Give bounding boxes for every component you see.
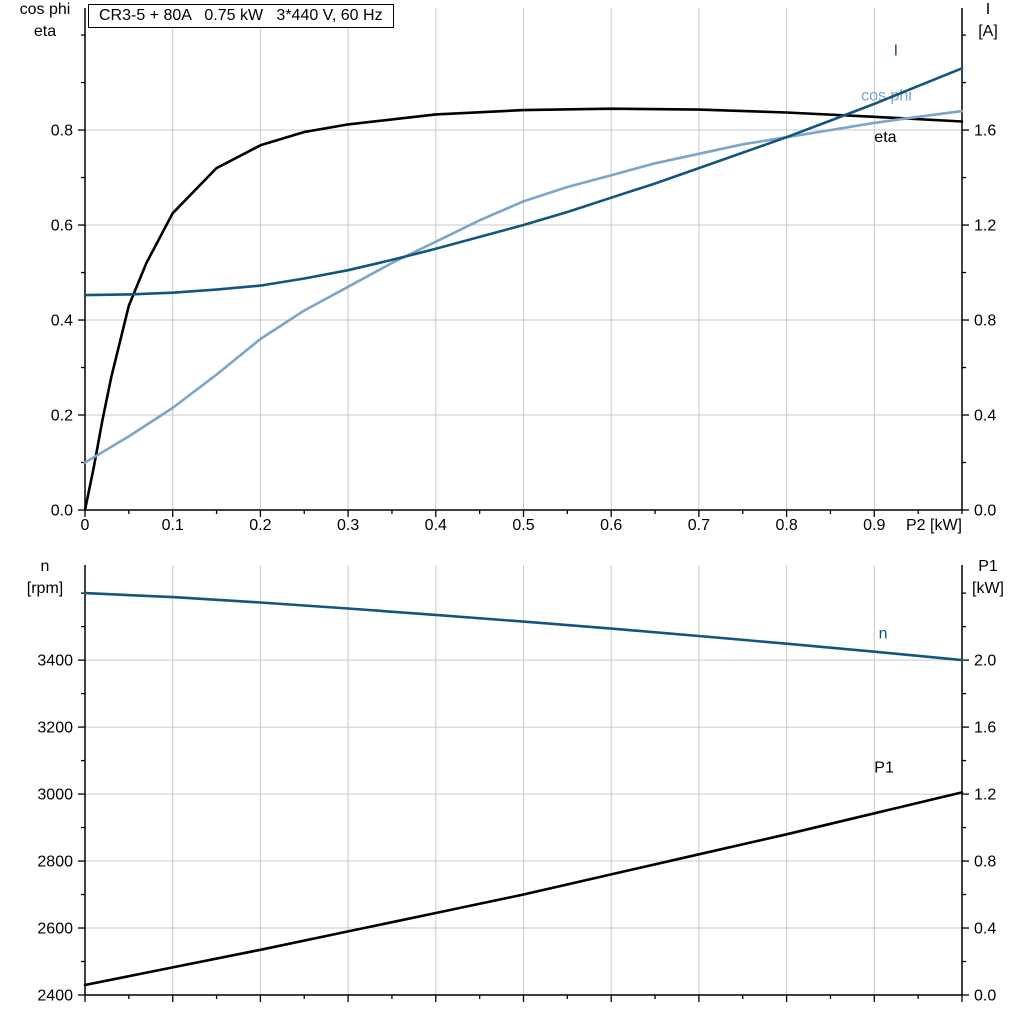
x-tick-label: 0.4 (425, 517, 447, 534)
y-tick-label: 3000 (37, 787, 73, 804)
axis-title: [kW] (972, 580, 1004, 597)
curve-label-P1: P1 (874, 759, 894, 776)
axis-title: cos phi (20, 1, 71, 18)
y-tick-label: 1.6 (974, 123, 996, 140)
y-tick-label: 0.0 (51, 503, 73, 520)
curve-label-eta: eta (874, 129, 896, 146)
curve-eta (83, 107, 964, 512)
axis-title: P1 (978, 558, 998, 575)
curve-P1 (83, 791, 964, 987)
y-tick-label: 0.8 (974, 854, 996, 871)
y-tick-label: 0.4 (974, 921, 996, 938)
x-axis-title: P2 [kW] (906, 517, 962, 534)
curve-label-I: I (894, 42, 898, 59)
y-tick-label: 0.4 (51, 313, 73, 330)
curve-label-n: n (879, 625, 888, 642)
axis-title: n (41, 558, 50, 575)
y-tick-label: 0.0 (974, 988, 996, 1005)
y-tick-label: 1.2 (974, 218, 996, 235)
axis-title: eta (34, 23, 56, 40)
y-tick-label: 0.8 (974, 313, 996, 330)
axis-title: [A] (978, 23, 998, 40)
y-tick-label: 0.6 (51, 218, 73, 235)
curve-label-cos-phi: cos phi (861, 88, 912, 105)
chart-title: CR3-5 + 80A 0.75 kW 3*440 V, 60 Hz (88, 4, 394, 28)
curve-I (83, 67, 964, 297)
x-tick-label: 0 (81, 517, 90, 534)
y-tick-label: 0.8 (51, 123, 73, 140)
x-tick-label: 0.6 (600, 517, 622, 534)
x-tick-label: 0.8 (775, 517, 797, 534)
x-tick-label: 0.7 (688, 517, 710, 534)
y-tick-label: 2.0 (974, 653, 996, 670)
y-tick-label: 1.6 (974, 720, 996, 737)
y-tick-label: 0.0 (974, 503, 996, 520)
y-tick-label: 2800 (37, 854, 73, 871)
x-tick-label: 0.2 (249, 517, 271, 534)
y-tick-label: 3200 (37, 720, 73, 737)
x-tick-label: 0.9 (863, 517, 885, 534)
y-tick-label: 2600 (37, 921, 73, 938)
axis-title: I (986, 1, 990, 18)
y-tick-label: 2400 (37, 988, 73, 1005)
x-tick-label: 0.1 (162, 517, 184, 534)
y-tick-label: 3400 (37, 653, 73, 670)
y-tick-label: 1.2 (974, 787, 996, 804)
curve-n (83, 591, 964, 662)
x-tick-label: 0.5 (512, 517, 534, 534)
y-tick-label: 0.4 (974, 408, 996, 425)
x-tick-label: 0.3 (337, 517, 359, 534)
axis-title: [rpm] (27, 580, 63, 597)
curve-cos-phi (83, 109, 964, 464)
y-tick-label: 0.2 (51, 408, 73, 425)
